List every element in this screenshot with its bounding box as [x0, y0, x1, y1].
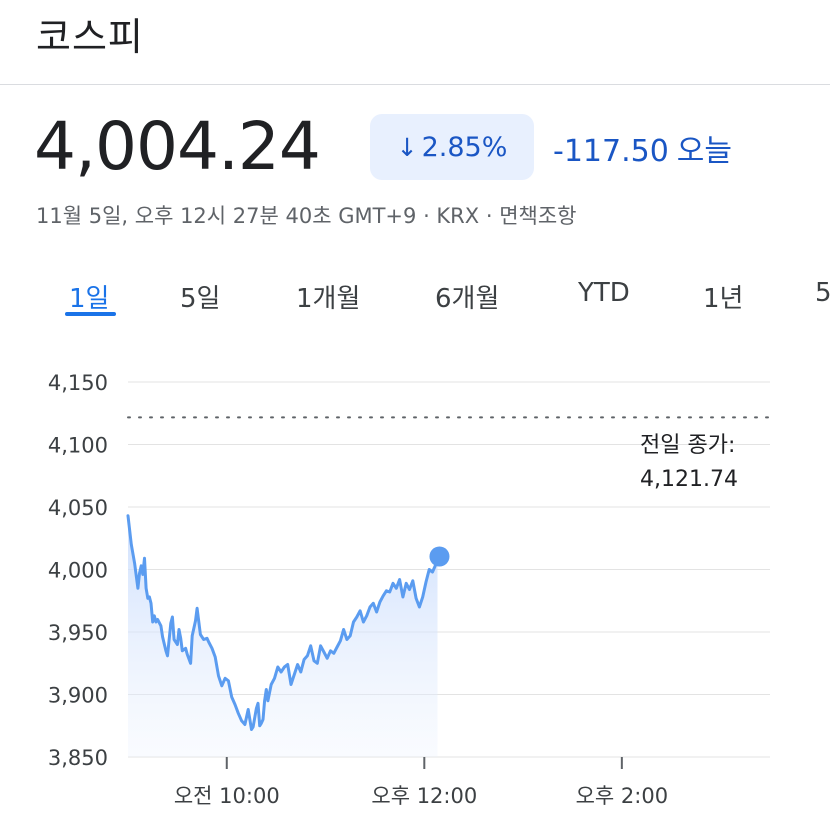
tab-5d[interactable]: 5일	[180, 284, 221, 314]
price-series-line	[126, 514, 439, 731]
tab-1d[interactable]: 1일	[69, 284, 110, 314]
change-period: 오늘	[676, 134, 732, 169]
y-tick-label: 3,900	[48, 684, 108, 708]
previous-close-value: 4,121.74	[640, 467, 738, 492]
x-tick-label: 오전 10:00	[174, 784, 280, 808]
y-tick-label: 4,000	[48, 559, 108, 583]
previous-close-label: 전일 종가:	[640, 433, 736, 458]
change-percent-badge: ↓ 2.85%	[370, 114, 534, 180]
header-divider	[0, 84, 830, 85]
current-price-marker	[429, 546, 450, 567]
x-tick-label: 오후 2:00	[576, 784, 668, 808]
tab-1y[interactable]: 1년	[703, 284, 744, 314]
tab-ytd[interactable]: YTD	[578, 278, 630, 308]
tab-1m[interactable]: 1개월	[296, 284, 361, 314]
x-tick-label: 오후 12:00	[371, 784, 477, 808]
time-range-tabs: 1일 5일 1개월 6개월 YTD 1년 5	[0, 270, 830, 324]
arrow-down-icon: ↓	[396, 132, 418, 162]
y-tick-label: 4,150	[48, 371, 108, 395]
change-absolute: -117.50 오늘	[553, 126, 732, 170]
tab-6m[interactable]: 6개월	[435, 284, 500, 314]
tab-5y[interactable]: 5	[815, 278, 830, 308]
y-tick-label: 3,850	[48, 746, 108, 770]
quote-meta: 11월 5일, 오후 12시 27분 40초 GMT+9 · KRX · 면책조…	[36, 204, 577, 228]
current-price: 4,004.24	[34, 108, 321, 185]
y-tick-label: 4,050	[48, 496, 108, 520]
active-tab-indicator	[65, 312, 116, 316]
page-title: 코스피	[36, 15, 144, 59]
y-tick-label: 3,950	[48, 621, 108, 645]
change-absolute-value: -117.50	[553, 134, 669, 169]
price-chart[interactable]: 4,150 4,100 4,050 4,000 3,950 3,900 3,850 오전 10…	[0, 340, 830, 820]
series-area-fill	[128, 515, 438, 757]
previous-close-annotation: 전일 종가: 4,121.74	[640, 429, 738, 497]
change-percent: 2.85%	[421, 131, 508, 163]
y-tick-label: 4,100	[48, 434, 108, 458]
